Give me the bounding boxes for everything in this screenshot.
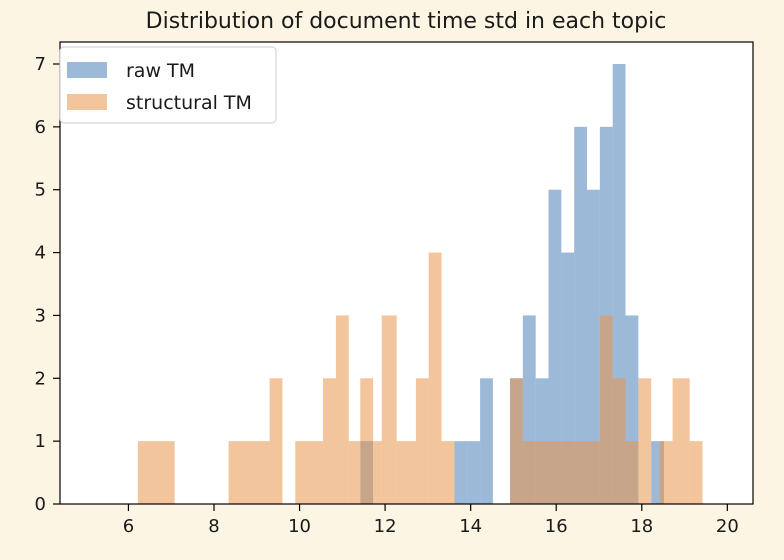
bar-raw-tm bbox=[467, 441, 481, 504]
plot-frame bbox=[59, 41, 754, 505]
histogram-bars bbox=[137, 64, 703, 504]
x-tick-label: 6 bbox=[123, 516, 134, 537]
x-tick-label: 14 bbox=[459, 516, 482, 537]
bar-structural-tm bbox=[269, 378, 283, 504]
y-tick-label: 0 bbox=[35, 494, 46, 515]
bar-structural-tm bbox=[415, 378, 429, 504]
bar-structural-tm bbox=[510, 378, 523, 504]
bar-structural-tm bbox=[625, 441, 639, 504]
bar-structural-tm bbox=[228, 441, 270, 504]
y-tick-label: 3 bbox=[35, 305, 46, 326]
y-tick-label: 2 bbox=[35, 368, 46, 389]
bar-raw-tm bbox=[587, 189, 600, 504]
legend-label-structural-tm: structural TM bbox=[126, 92, 252, 114]
y-tick-label: 4 bbox=[35, 243, 46, 264]
bar-structural-tm bbox=[373, 441, 382, 504]
bar-structural-tm bbox=[574, 441, 600, 504]
bar-structural-tm bbox=[360, 378, 374, 504]
y-tick-label: 5 bbox=[35, 180, 46, 201]
bar-structural-tm bbox=[612, 378, 626, 504]
bar-raw-tm bbox=[574, 126, 588, 504]
bar-raw-tm bbox=[454, 441, 468, 504]
bar-structural-tm bbox=[396, 441, 416, 504]
bar-raw-tm bbox=[480, 378, 493, 504]
x-tick-label: 8 bbox=[208, 516, 219, 537]
bar-structural-tm bbox=[599, 315, 613, 504]
x-tick-label: 10 bbox=[288, 516, 311, 537]
bar-structural-tm bbox=[295, 441, 324, 504]
bar-structural-tm bbox=[522, 441, 549, 504]
bar-structural-tm bbox=[548, 441, 575, 504]
legend-swatch-structural-tm bbox=[67, 94, 107, 110]
bar-structural-tm bbox=[672, 378, 690, 504]
bar-structural-tm bbox=[137, 441, 175, 504]
x-tick-label: 20 bbox=[716, 516, 739, 537]
y-tick-label: 7 bbox=[35, 54, 46, 75]
y-tick-label: 1 bbox=[35, 431, 46, 452]
bar-structural-tm bbox=[348, 441, 361, 504]
bar-raw-tm bbox=[548, 189, 562, 504]
chart-title: Distribution of document time std in eac… bbox=[146, 9, 667, 34]
bar-structural-tm bbox=[323, 378, 336, 504]
bar-structural-tm bbox=[428, 252, 442, 504]
bar-structural-tm bbox=[638, 378, 652, 504]
y-axis-ticks: 0 1 2 3 4 5 6 7 bbox=[35, 54, 60, 515]
x-tick-label: 16 bbox=[545, 516, 568, 537]
bar-structural-tm bbox=[381, 315, 397, 504]
legend-swatch-raw-tm bbox=[67, 62, 107, 78]
x-tick-label: 12 bbox=[374, 516, 397, 537]
bar-structural-tm bbox=[441, 441, 455, 504]
x-axis-ticks: 6 8 10 12 14 16 18 20 bbox=[123, 504, 739, 537]
legend: raw TM structural TM bbox=[59, 46, 277, 124]
bar-structural-tm bbox=[659, 441, 673, 504]
y-tick-label: 6 bbox=[35, 117, 46, 138]
bar-structural-tm bbox=[335, 315, 349, 504]
legend-label-raw-tm: raw TM bbox=[126, 60, 195, 82]
x-tick-label: 18 bbox=[630, 516, 653, 537]
legend-box bbox=[59, 46, 277, 124]
bar-structural-tm bbox=[689, 441, 703, 504]
